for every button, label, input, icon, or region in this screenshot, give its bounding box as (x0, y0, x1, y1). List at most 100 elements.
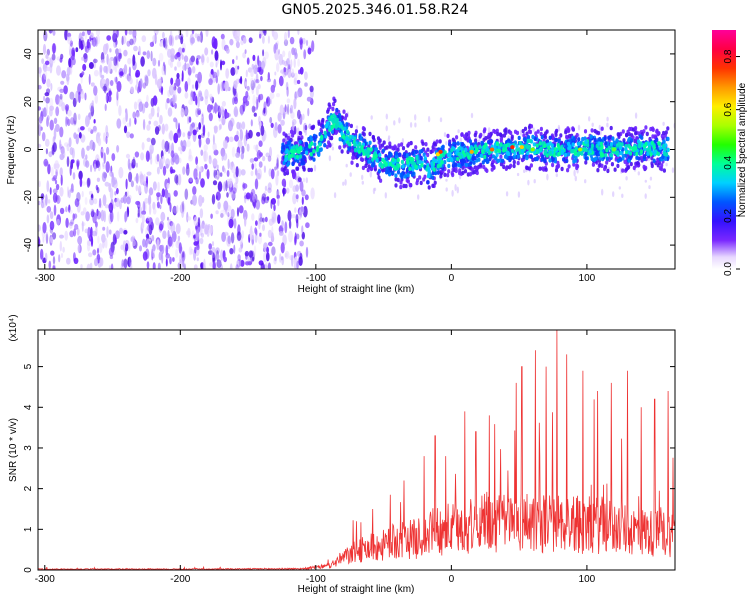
ridge-core-mark (560, 144, 564, 150)
ridge-core-mark (397, 163, 401, 168)
ridge-core-mark (599, 141, 604, 146)
noise-mark (202, 124, 206, 136)
noise-mark (101, 74, 105, 79)
noise-mark (108, 247, 114, 257)
noise-mark (331, 146, 335, 151)
ridge-core-mark (617, 141, 622, 146)
ridge-core-mark (290, 148, 294, 154)
ridge-outer-mark (377, 175, 381, 180)
noise-mark (81, 220, 84, 232)
ridge-outer-mark (299, 131, 303, 136)
noise-mark (297, 30, 300, 36)
noise-mark (185, 30, 189, 38)
noise-mark (50, 167, 54, 177)
noise-mark (127, 256, 132, 268)
noise-mark (287, 103, 290, 115)
noise-mark (284, 221, 288, 234)
noise-mark (173, 190, 178, 197)
ridge-outer-mark (583, 129, 588, 134)
noise-mark (262, 30, 267, 34)
ridge-core-mark (440, 160, 444, 165)
noise-mark (144, 75, 149, 87)
noise-mark (220, 249, 224, 261)
noise-mark (211, 241, 215, 247)
noise-mark (295, 184, 299, 192)
ridge-mid-mark (663, 156, 668, 161)
ridge-core-mark (481, 149, 485, 155)
noise-mark (56, 218, 60, 226)
noise-mark (161, 188, 165, 198)
noise-mark (191, 30, 195, 35)
noise-mark (198, 194, 203, 207)
ridge-outer-mark (600, 126, 604, 131)
ridge-outer-mark (333, 98, 337, 104)
noise-mark (225, 180, 228, 192)
ridge-outer-mark (662, 168, 667, 173)
noise-mark (46, 66, 51, 72)
noise-mark (93, 163, 97, 172)
ridge-outer-mark (555, 128, 559, 134)
noise-mark (180, 36, 184, 45)
noise-mark (135, 173, 139, 184)
noise-mark (177, 53, 181, 62)
noise-mark (243, 209, 248, 221)
noise-mark (204, 89, 209, 100)
noise-mark (121, 35, 127, 45)
ridge-core-mark (432, 157, 436, 162)
noise-mark (206, 169, 210, 180)
noise-mark (177, 173, 182, 186)
noise-mark (132, 54, 136, 66)
noise-mark (189, 177, 193, 183)
noise-mark (201, 55, 205, 63)
noise-mark (138, 101, 144, 112)
noise-mark (78, 132, 82, 139)
noise-mark (168, 34, 173, 46)
noise-mark (195, 107, 200, 118)
noise-mark (152, 181, 157, 191)
noise-mark (88, 62, 94, 69)
noise-mark (151, 234, 155, 242)
ridge-outer-mark (382, 140, 386, 145)
noise-mark (139, 206, 143, 219)
noise-mark (163, 37, 166, 48)
ridge-mid-mark (403, 174, 407, 179)
noise-mark (246, 143, 250, 152)
noise-mark (253, 106, 257, 111)
noise-mark (280, 256, 284, 261)
noise-mark (190, 248, 194, 255)
noise-mark (178, 122, 180, 134)
noise-mark (293, 72, 298, 81)
ridge-core-mark (426, 174, 431, 179)
noise-mark (223, 181, 226, 192)
noise-mark (160, 194, 163, 205)
noise-mark (283, 39, 289, 47)
noise-mark (106, 92, 109, 104)
ridge-outer-mark (529, 124, 534, 129)
ridge-core-mark (539, 146, 543, 152)
ridge-core-mark (553, 146, 558, 152)
ridge-core-mark (378, 152, 382, 158)
noise-mark (142, 238, 146, 248)
noise-mark (253, 78, 257, 89)
ridge-core-mark (474, 144, 478, 149)
noise-mark (181, 70, 184, 82)
noise-mark (151, 245, 155, 258)
noise-mark (257, 234, 263, 245)
noise-mark (60, 253, 64, 258)
ridge-core-mark (353, 147, 358, 153)
noise-mark (254, 58, 258, 69)
noise-mark (205, 30, 209, 38)
noise-mark (214, 50, 219, 61)
noise-mark (372, 187, 376, 195)
noise-mark (182, 139, 187, 150)
noise-mark (225, 48, 230, 54)
noise-mark (150, 137, 156, 146)
noise-mark (38, 106, 42, 111)
noise-mark (167, 236, 173, 247)
noise-mark (174, 36, 178, 41)
noise-mark (55, 94, 60, 105)
noise-mark (74, 223, 79, 230)
noise-mark (114, 235, 117, 245)
